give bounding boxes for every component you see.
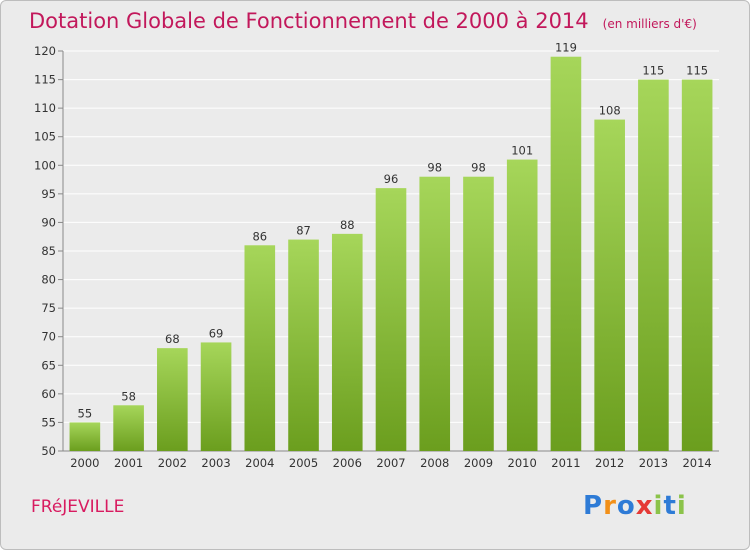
data-label: 98: [471, 161, 486, 175]
data-label: 86: [252, 229, 267, 243]
commune-name: FRéJEVILLE: [31, 497, 125, 517]
y-tick-label: 55: [41, 415, 56, 429]
bar: [681, 79, 713, 452]
y-tick-label: 120: [34, 44, 56, 58]
x-tick-label: 2012: [595, 456, 624, 470]
data-label: 69: [209, 326, 224, 340]
logo-letter: t: [663, 491, 677, 521]
y-tick-label: 100: [34, 158, 56, 172]
logo-letter: r: [603, 491, 617, 521]
x-tick-label: 2003: [201, 456, 230, 470]
x-tick-label: 2008: [420, 456, 449, 470]
bar: [375, 188, 407, 451]
bar: [69, 422, 101, 451]
data-label: 58: [121, 389, 136, 403]
logo-letter: o: [616, 491, 636, 521]
data-label: 68: [165, 332, 180, 346]
x-tick-label: 2010: [508, 456, 537, 470]
chart-subtitle: (en milliers d'€): [602, 17, 697, 31]
bar: [244, 245, 276, 451]
logo-letter: P: [583, 491, 604, 521]
x-tick-label: 2000: [70, 456, 99, 470]
x-tick-label: 2001: [114, 456, 143, 470]
logo-letter: x: [635, 491, 654, 521]
bar: [638, 79, 669, 452]
x-tick-label: 2009: [464, 456, 493, 470]
proxiti-logo: Proxiti: [583, 491, 687, 521]
y-tick-label: 105: [34, 130, 56, 144]
data-label: 119: [555, 41, 577, 55]
x-tick-label: 2014: [682, 456, 711, 470]
y-tick-label: 85: [41, 244, 56, 258]
data-label: 115: [642, 64, 664, 78]
bar: [550, 56, 582, 451]
y-tick-label: 50: [41, 444, 56, 458]
data-label: 101: [511, 144, 533, 158]
chart-title: Dotation Globale de Fonctionnement de 20…: [29, 9, 697, 33]
bar: [419, 176, 451, 451]
chart-title-text: Dotation Globale de Fonctionnement de 20…: [29, 9, 589, 33]
x-tick-label: 2007: [376, 456, 405, 470]
bar: [288, 239, 319, 451]
bar: [157, 348, 188, 451]
x-tick-label: 2005: [289, 456, 318, 470]
bar: [506, 159, 538, 452]
data-label: 96: [384, 172, 399, 186]
bar: [113, 405, 144, 451]
x-tick-label: 2011: [551, 456, 580, 470]
bar: [200, 342, 232, 451]
logo-letter: i: [653, 491, 664, 521]
x-tick-label: 2004: [245, 456, 274, 470]
y-tick-label: 75: [41, 301, 56, 315]
data-label: 108: [599, 104, 621, 118]
y-tick-label: 90: [41, 215, 56, 229]
x-tick-label: 2006: [333, 456, 362, 470]
y-tick-label: 95: [41, 187, 56, 201]
bar: [331, 233, 363, 451]
data-label: 115: [686, 64, 708, 78]
y-tick-label: 80: [41, 273, 56, 287]
y-tick-label: 65: [41, 358, 56, 372]
x-tick-label: 2002: [158, 456, 187, 470]
data-label: 98: [427, 161, 442, 175]
bar: [594, 119, 625, 452]
y-tick-label: 115: [34, 73, 56, 87]
data-label: 87: [296, 224, 311, 238]
data-label: 55: [78, 406, 93, 420]
bar: [463, 176, 494, 451]
y-tick-label: 110: [34, 101, 56, 115]
logo-letter: i: [676, 491, 687, 521]
x-tick-label: 2013: [639, 456, 668, 470]
data-label: 88: [340, 218, 355, 232]
y-tick-label: 60: [41, 387, 56, 401]
y-tick-label: 70: [41, 330, 56, 344]
